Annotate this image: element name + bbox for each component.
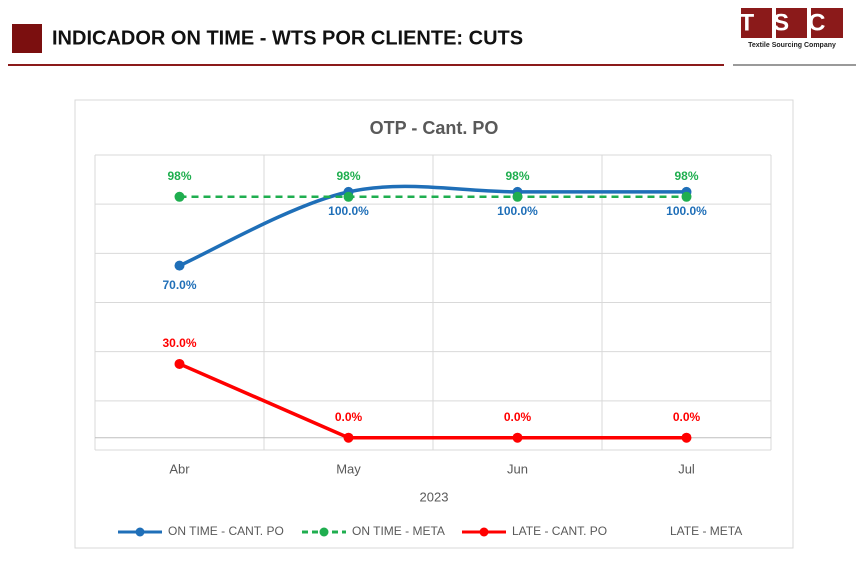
logo-subtitle: Textile Sourcing Company: [748, 42, 836, 49]
chart-frame: [74, 99, 794, 549]
marker: [681, 432, 692, 443]
data-label: 98%: [674, 169, 698, 183]
data-label: 0.0%: [673, 410, 701, 424]
x-tick-label: Jul: [678, 461, 695, 476]
logo-box: [776, 8, 807, 38]
header-square: [12, 24, 42, 53]
logo-text: TSC: [740, 9, 845, 36]
legend-label: ON TIME - CANT. PO: [168, 524, 284, 538]
data-label: 98%: [505, 169, 529, 183]
data-label: 0.0%: [335, 410, 363, 424]
marker: [343, 191, 354, 202]
data-label: 100.0%: [328, 204, 369, 218]
marker: [512, 432, 523, 443]
data-label: 70.0%: [162, 278, 196, 292]
header-title: INDICADOR ON TIME - WTS POR CLIENTE: CUT…: [52, 27, 523, 49]
data-label: 100.0%: [666, 204, 707, 218]
legend-label: LATE - META: [670, 524, 742, 538]
logo-box: [741, 8, 772, 38]
legend-label: ON TIME - META: [352, 524, 445, 538]
marker: [174, 260, 185, 271]
marker: [512, 191, 523, 202]
logo-box: [811, 8, 843, 38]
legend-label: LATE - CANT. PO: [512, 524, 607, 538]
marker: [174, 358, 185, 369]
x-group-label: 2023: [420, 489, 449, 504]
marker: [681, 191, 692, 202]
legend-marker: [135, 527, 145, 537]
series-line: [178, 184, 687, 268]
legend-marker: [479, 527, 489, 537]
marker: [343, 432, 354, 443]
data-label: 100.0%: [497, 204, 538, 218]
data-label: 0.0%: [504, 410, 532, 424]
data-label: 30.0%: [162, 336, 196, 350]
x-tick-label: Abr: [169, 461, 190, 476]
marker: [174, 191, 185, 202]
series-line: [178, 362, 687, 440]
data-label: 98%: [336, 169, 360, 183]
legend-marker: [319, 527, 329, 537]
data-label: 98%: [167, 169, 191, 183]
x-tick-label: Jun: [507, 461, 528, 476]
logo: TSC Textile Sourcing Company: [740, 8, 845, 49]
chart-title: OTP - Cant. PO: [370, 118, 499, 138]
x-tick-label: May: [336, 461, 361, 476]
